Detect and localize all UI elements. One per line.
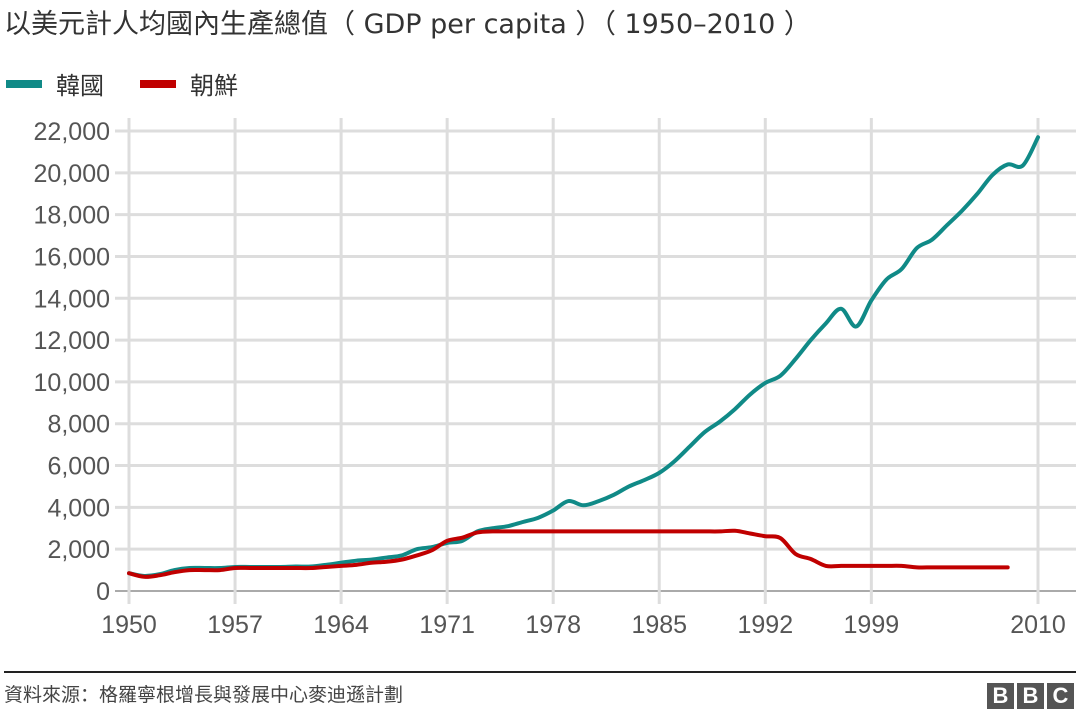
y-tick-label: 14,000 (34, 285, 110, 313)
legend-swatch-south-korea (6, 79, 42, 88)
chart-title: 以美元計人均國內生產總值（ GDP per capita ）（ 1950–201… (4, 9, 811, 40)
source-note: 資料來源：格羅寧根增長與發展中心麥迪遜計劃 (4, 684, 404, 706)
x-tick-label: 1957 (207, 611, 263, 639)
legend-item-north-korea: 朝鮮 (140, 66, 238, 101)
x-tick-label: 2010 (1010, 611, 1066, 639)
tick-labels: 0 2,000 4,000 6,000 8,000 10,000 12,000 14,000 1… (34, 118, 1066, 639)
y-tick-label: 2,000 (47, 536, 110, 564)
bbc-logo-c: C (1047, 683, 1074, 709)
bbc-logo-b1: B (987, 683, 1014, 709)
series-line-south-korea (127, 135, 1040, 578)
y-tick-label: 22,000 (34, 118, 110, 146)
series-line-north-korea (127, 528, 1010, 579)
y-tick-label: 4,000 (47, 494, 110, 522)
bbc-logo: B B C (987, 683, 1074, 709)
y-tick-label: 20,000 (34, 160, 110, 188)
y-tick-label: 12,000 (34, 327, 110, 355)
legend-swatch-north-korea (140, 79, 176, 88)
x-tick-label: 1992 (737, 611, 793, 639)
grid (115, 118, 1076, 604)
x-tick-label: 1999 (844, 611, 900, 639)
y-tick-label: 18,000 (34, 202, 110, 230)
y-tick-label: 8,000 (47, 411, 110, 439)
series-lines (127, 135, 1040, 579)
y-tick-label: 10,000 (34, 369, 110, 397)
x-tick-label: 1964 (313, 611, 369, 639)
y-tick-label: 0 (96, 578, 110, 606)
legend-item-south-korea: 韓國 (6, 66, 104, 101)
x-tick-label: 1978 (525, 611, 581, 639)
legend: 韓國 朝鮮 (6, 66, 274, 101)
bbc-logo-b2: B (1017, 683, 1044, 709)
x-tick-label: 1985 (631, 611, 687, 639)
y-tick-label: 6,000 (47, 453, 110, 481)
legend-label-north-korea: 朝鮮 (190, 72, 238, 100)
x-tick-label: 1950 (101, 611, 157, 639)
legend-label-south-korea: 韓國 (56, 72, 104, 100)
footer-divider (4, 671, 1076, 673)
y-tick-label: 16,000 (34, 243, 110, 271)
x-tick-label: 1971 (419, 611, 475, 639)
